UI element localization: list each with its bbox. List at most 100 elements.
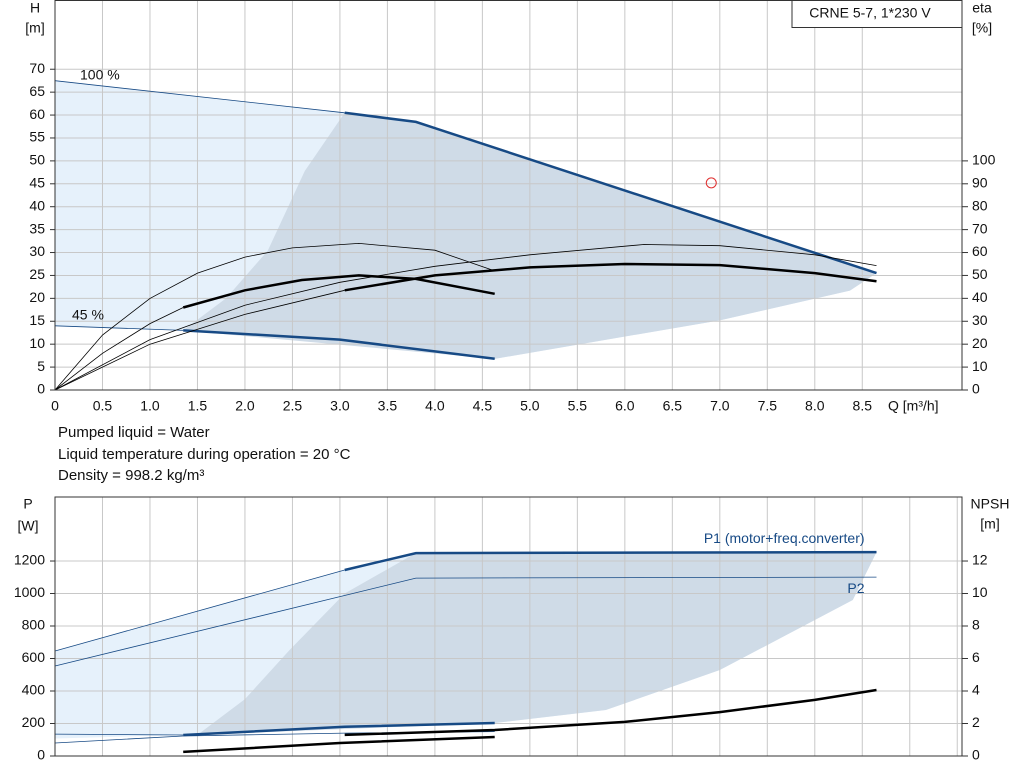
y2-tick-label: 12 [972,552,988,568]
curve [54,307,184,391]
x-tick-label: 6.5 [663,398,683,414]
lines [54,80,877,754]
y2-tick-label: 2 [972,714,980,730]
y2-axis-label: NPSH [971,496,1010,512]
curve [54,569,345,652]
curve [54,325,184,331]
y2-tick-label: 4 [972,682,980,698]
marker [705,177,717,189]
curve [182,274,495,309]
plot-frame [54,0,963,391]
x-tick-label: 0.5 [93,398,113,414]
y2-tick-label: 6 [972,649,980,665]
y-tick-label: 10 [29,335,45,351]
line-label: P1 (motor+freq.converter) [704,530,865,546]
y-tick-label: 20 [29,289,45,305]
curve [54,733,184,736]
curve [344,688,877,737]
x-tick-label: 3.5 [378,398,398,414]
x-tick-label: 8.0 [805,398,825,414]
y-tick-label: 40 [29,197,45,213]
y-axis-label: H [30,0,40,16]
y-tick-label: 60 [29,106,45,122]
y-tick-label: 1200 [14,552,45,568]
y-tick-label: 70 [29,60,45,76]
curve [54,242,495,391]
y-tick-label: 55 [29,129,45,145]
note: Pumped liquid = Water [58,424,210,441]
regions [55,80,877,739]
y-tick-label: 400 [22,682,46,698]
note: Density = 998.2 kg/m³ [58,467,204,484]
x-tick-label: 7.5 [758,398,778,414]
y2-axis-label: [%] [972,20,992,36]
y-tick-label: 45 [29,174,45,190]
curve [183,329,495,361]
y-tick-label: 30 [29,243,45,259]
y-tick-label: 5 [37,358,45,374]
y-tick-label: 65 [29,83,45,99]
x-tick-label: 4.0 [425,398,445,414]
annotation: 100 % [80,67,120,83]
y-axis-label: [W] [18,518,39,534]
x-axis-label: Q [m³/h] [888,398,939,414]
y-tick-label: 800 [22,617,46,633]
y2-tick-label: 20 [972,335,988,351]
y2-tick-label: 100 [972,152,996,168]
chart-title: CRNE 5-7, 1*230 V [809,5,931,21]
y2-tick-label: 70 [972,220,988,236]
y2-tick-label: 10 [972,584,988,600]
x-tick-label: 2.0 [235,398,255,414]
y2-tick-label: 80 [972,197,988,213]
x-tick-label: 1.5 [188,398,208,414]
y-tick-label: 1000 [14,584,45,600]
y2-tick-label: 40 [972,289,988,305]
curve [344,550,877,572]
y-tick-label: 50 [29,152,45,168]
y2-tick-label: 50 [972,266,988,282]
y-tick-label: 25 [29,266,45,282]
y2-axis-label: eta [972,0,992,16]
x-tick-label: 6.0 [615,398,635,414]
x-tick-label: 5.0 [520,398,540,414]
curve [183,735,495,754]
x-tick-label: 3.0 [330,398,350,414]
y-tick-label: 600 [22,649,46,665]
y2-tick-label: 0 [972,747,980,763]
y2-axis-label: [m] [980,516,999,532]
y2-tick-label: 10 [972,358,988,374]
line-label: P2 [847,580,864,596]
x-tick-label: 5.5 [568,398,588,414]
curve [54,576,877,667]
y-tick-label: 200 [22,714,46,730]
x-tick-label: 8.5 [853,398,873,414]
y-tick-label: 15 [29,312,45,328]
curve [54,289,345,391]
x-tick-label: 1.0 [140,398,160,414]
curve [54,244,877,391]
y-tick-label: 0 [37,381,45,397]
plot-frame [54,496,963,757]
annotation: 45 % [72,307,104,323]
curve [344,262,877,292]
y2-tick-label: 0 [972,381,980,397]
y-tick-label: 0 [37,747,45,763]
operating-region [197,552,877,735]
y2-tick-label: 90 [972,174,988,190]
y2-tick-label: 30 [972,312,988,328]
x-tick-label: 2.5 [283,398,303,414]
curve [183,721,495,737]
labels: 0 0.5 1.0 1.5 2.0 2.5 3.0 3.5 4.0 4.5 5.0 5.5 6.0 6.5… [14,0,996,763]
y-axis-label: P [23,496,32,512]
y2-tick-label: 60 [972,243,988,259]
x-tick-label: 7.0 [710,398,730,414]
y-tick-label: 35 [29,220,45,236]
curve [344,111,877,275]
note: Liquid temperature during operation = 20… [58,446,351,463]
curve [54,80,345,114]
y-axis-label: [m] [25,20,44,36]
x-tick-label: 0 [51,398,59,414]
info-box [791,0,963,28]
x-tick-label: 4.5 [473,398,493,414]
